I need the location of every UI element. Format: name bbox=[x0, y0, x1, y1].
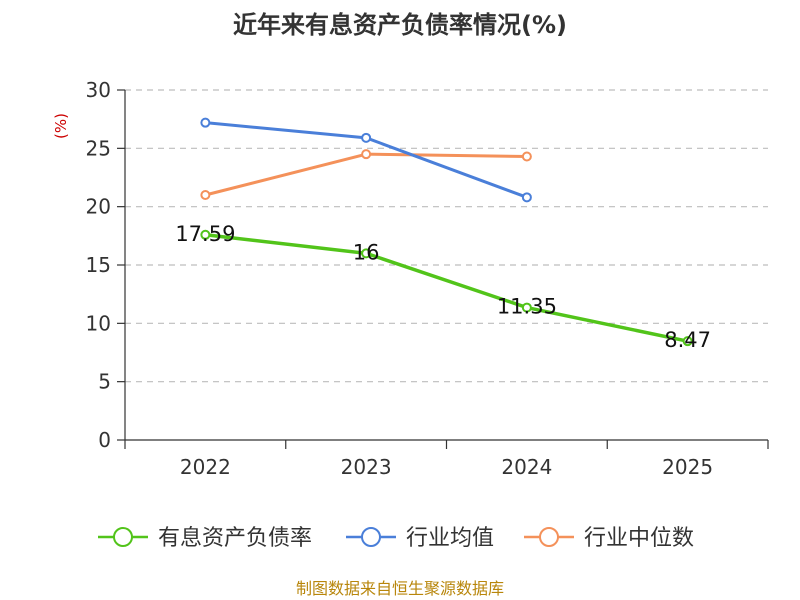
grid-lines bbox=[125, 89, 768, 383]
legend-swatch-marker bbox=[361, 527, 381, 547]
y-tick-label: 5 bbox=[98, 370, 111, 394]
x-tick-label: 2024 bbox=[501, 455, 552, 479]
y-tick-label: 30 bbox=[86, 78, 111, 102]
data-labels: 17.59 16 11.35 8.47 bbox=[175, 222, 711, 352]
data-point bbox=[361, 132, 372, 143]
series-line-1 bbox=[205, 233, 688, 343]
legend-label: 行业中位数 bbox=[584, 526, 694, 551]
data-label: 16 bbox=[353, 240, 380, 264]
x-tick-label: 2023 bbox=[341, 455, 392, 479]
legend-swatch-marker bbox=[113, 527, 133, 547]
legend-item-1[interactable]: 有息资产负债率 bbox=[98, 526, 312, 551]
y-tick-label: 20 bbox=[86, 195, 111, 219]
source-note: 制图数据来自恒生聚源数据库 bbox=[296, 579, 504, 598]
chart-title: 近年来有息资产负债率情况(%) bbox=[233, 11, 567, 39]
data-point bbox=[200, 229, 211, 240]
legend-item-3[interactable]: 行业中位数 bbox=[524, 526, 694, 551]
data-label: 11.35 bbox=[497, 295, 557, 319]
y-tick-label: 0 bbox=[98, 428, 111, 452]
data-point bbox=[521, 302, 532, 313]
y-tick-label: 10 bbox=[86, 311, 111, 335]
data-label: 17.59 bbox=[175, 222, 235, 246]
data-point bbox=[682, 336, 693, 347]
legend: 有息资产负债率 行业均值 行业中位数 bbox=[98, 526, 694, 551]
x-tick-label: 2022 bbox=[180, 455, 231, 479]
data-point bbox=[200, 190, 211, 200]
legend-swatch-marker bbox=[539, 527, 559, 547]
series-layer bbox=[200, 117, 693, 347]
series-line-3 bbox=[205, 152, 527, 197]
data-point bbox=[521, 192, 532, 203]
data-point bbox=[361, 248, 372, 259]
x-tick-label: 2025 bbox=[662, 455, 713, 479]
legend-item-2[interactable]: 行业均值 bbox=[346, 526, 494, 551]
data-point bbox=[521, 151, 532, 162]
y-tick-label: 15 bbox=[86, 253, 111, 277]
data-label: 8.47 bbox=[664, 328, 711, 352]
legend-label: 有息资产负债率 bbox=[158, 526, 312, 551]
legend-label: 行业均值 bbox=[406, 526, 494, 551]
data-point bbox=[361, 149, 372, 160]
data-point bbox=[200, 117, 211, 128]
y-axis-label: (%) bbox=[52, 113, 70, 139]
y-tick-label: 25 bbox=[86, 136, 111, 160]
